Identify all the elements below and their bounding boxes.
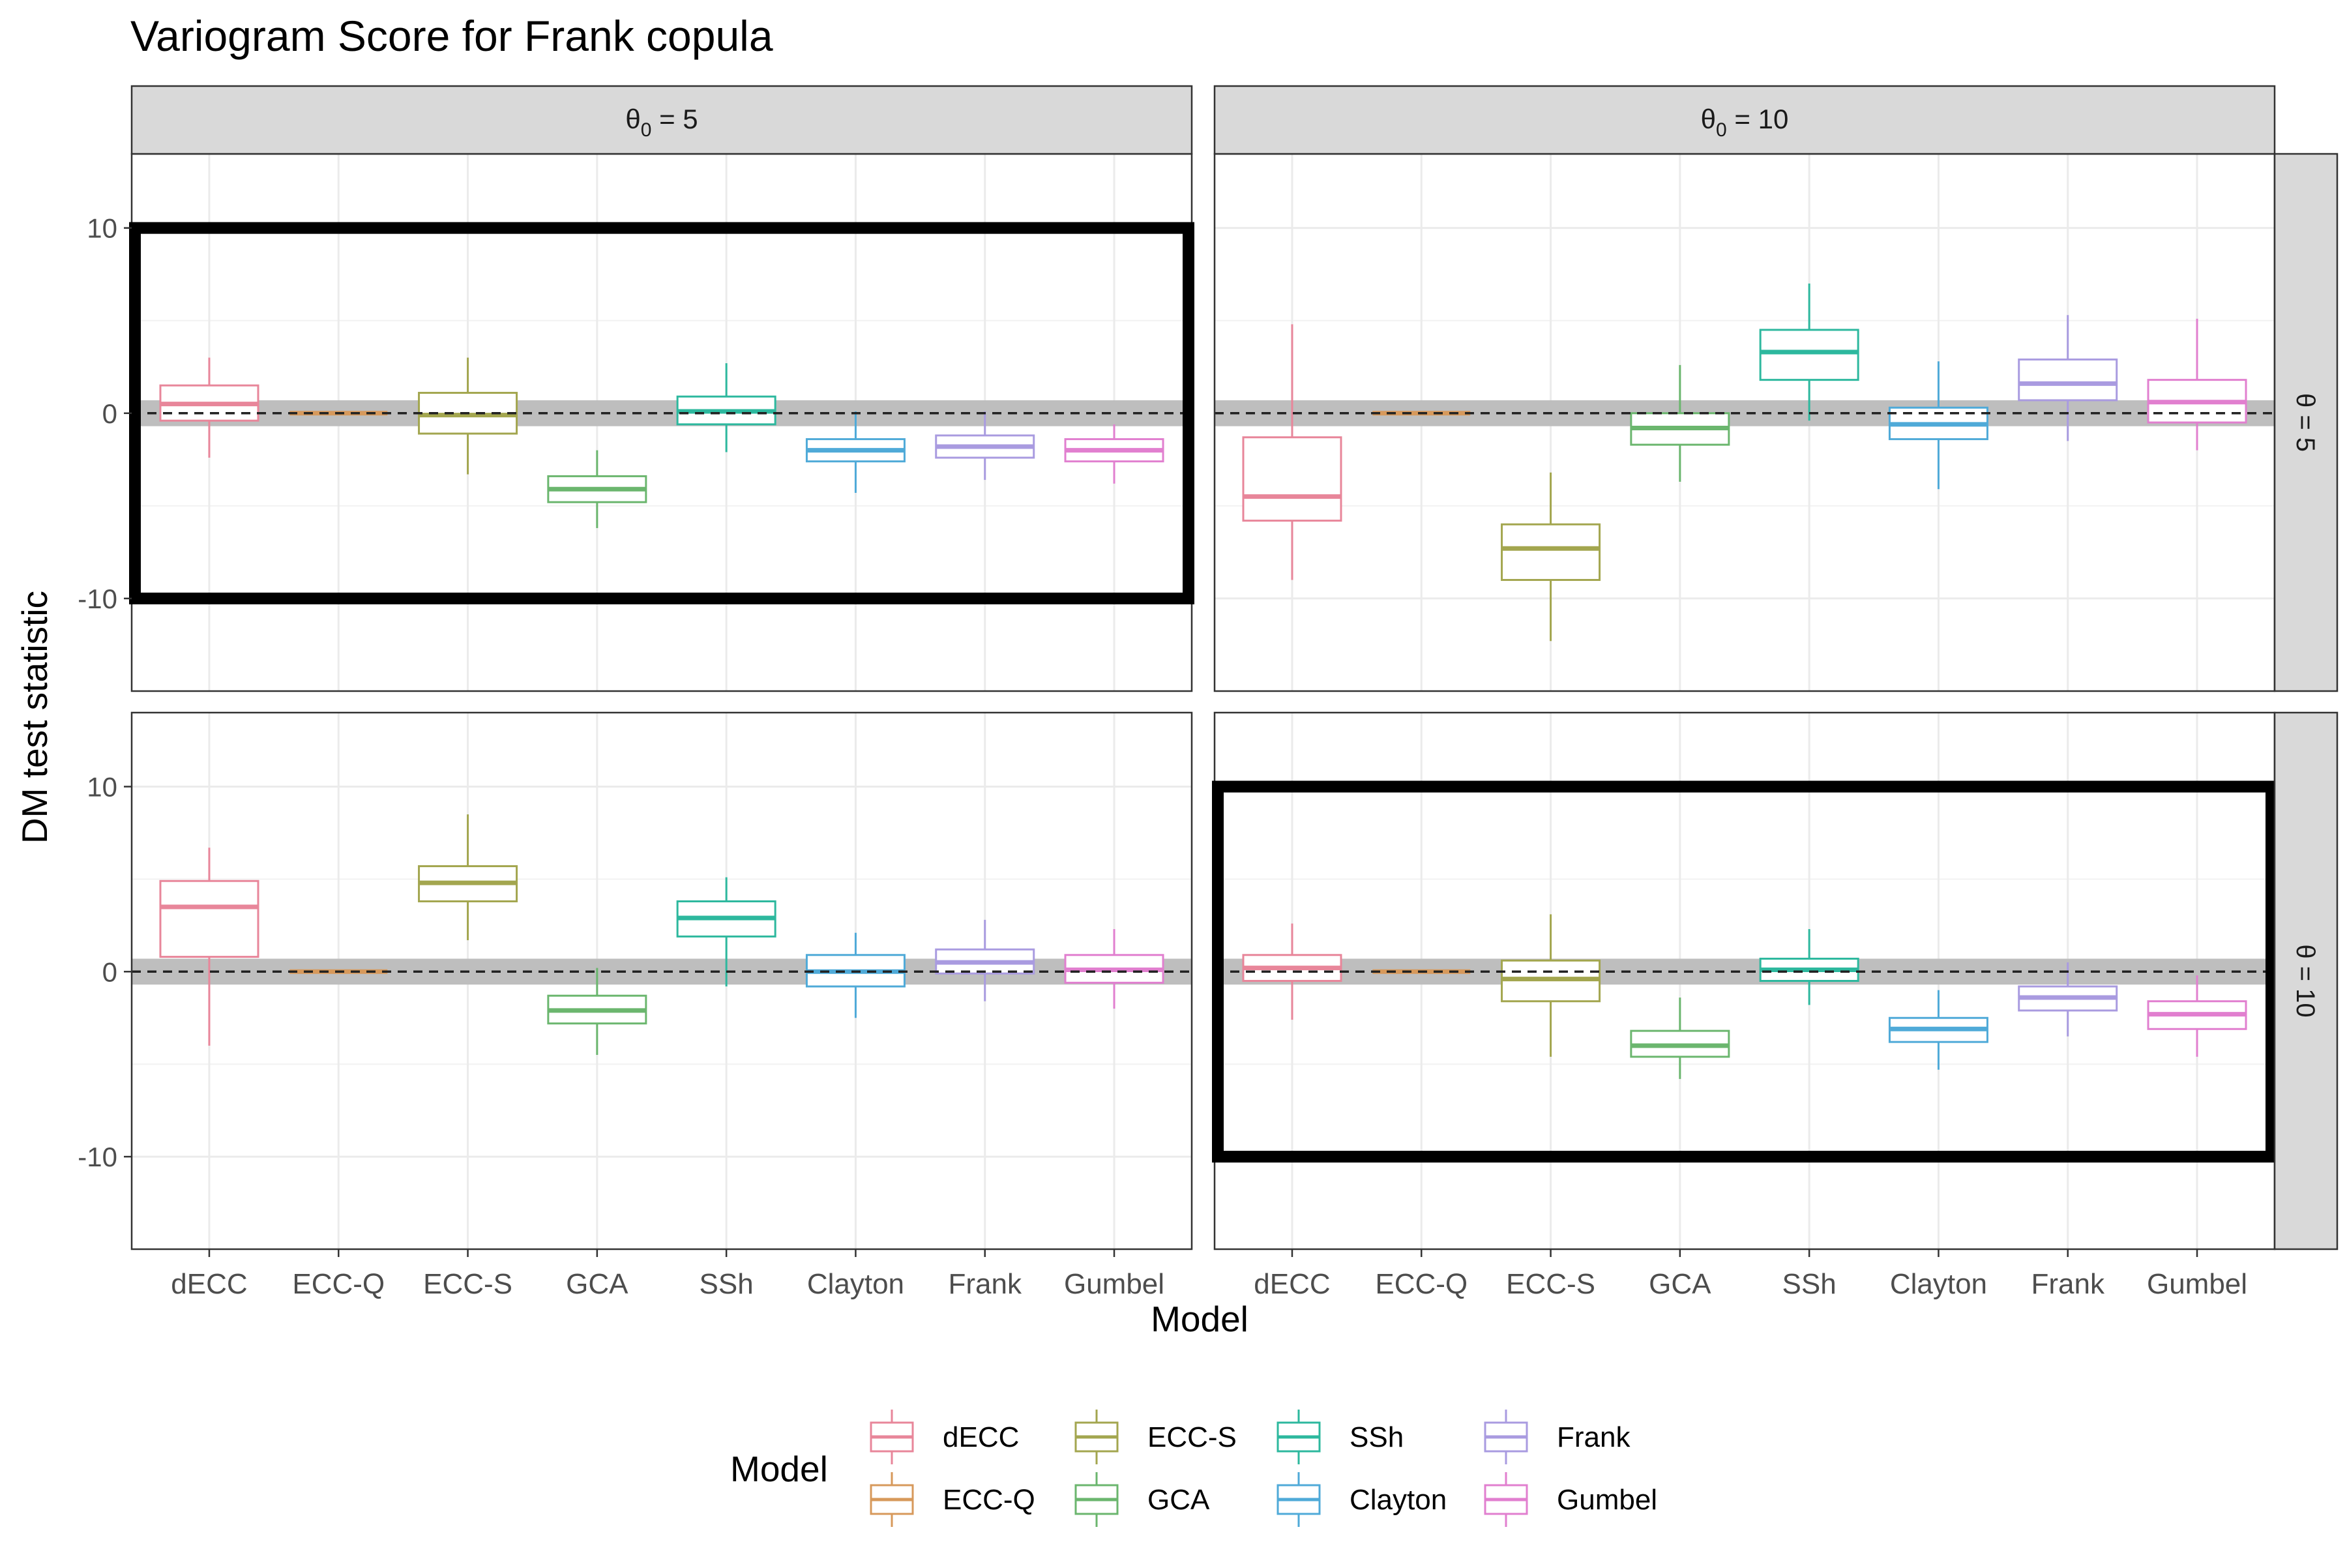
box-ssh [1759,929,1859,1005]
box-decc [1242,324,1342,580]
legend-item-clayton: Clayton [1277,1472,1447,1527]
y-tick-label: 10 [87,772,117,803]
strip-background [2273,153,2339,692]
legend-item-gumbel: Gumbel [1484,1472,1657,1527]
column-strip: θ0 = 10 [1213,85,2276,155]
legend-label: Frank [1557,1421,1631,1453]
x-tick-label: Gumbel [2147,1268,2247,1300]
box-body [1759,329,1859,381]
box-body [159,880,259,958]
box-ecc-s [418,814,518,941]
strip-label: θ = 5 [2291,393,2320,452]
x-tick-label: dECC [171,1268,247,1300]
facet-panels: -10 0 10 -10 0 10 dECC ECC-Q ECC-S GCA SSh Clayton F… [78,153,2277,1300]
y-tick-label: 0 [102,398,117,429]
box-decc [159,848,259,1046]
facet-panel [1213,153,2276,692]
x-tick-label: ECC-Q [1375,1268,1468,1300]
y-tick-label: -10 [78,584,117,614]
x-tick-label: GCA [1649,1268,1711,1300]
box-frank [935,919,1035,1001]
facet-panel: dECC ECC-Q ECC-S GCA SSh Clayton Frank Gumbel [1212,711,2277,1300]
x-tick-label: ECC-Q [292,1268,385,1300]
y-tick-label: 0 [102,956,117,987]
y-tick-label: 10 [87,213,117,244]
box-frank [2018,962,2118,1037]
legend-item-decc: dECC [870,1410,1019,1464]
x-tick-label: SSh [700,1268,754,1300]
strip-background [1213,85,2276,155]
x-axis-title: Model [1151,1299,1248,1339]
panel-border [130,711,1193,1250]
x-tick-label: Clayton [1890,1268,1987,1300]
row-strip: θ = 5 [2273,153,2339,692]
x-tick-label: SSh [1782,1268,1837,1300]
box-ecc-s [1501,914,1601,1057]
box-clayton [1888,361,1988,490]
legend-title: Model [730,1449,828,1489]
y-tick-label: -10 [78,1142,117,1172]
strip-background [2273,711,2339,1250]
box-clayton [805,411,906,493]
x-tick-label: GCA [566,1268,628,1300]
legend-label: SSh [1350,1421,1404,1453]
box-clayton [805,932,906,1018]
legend-label: GCA [1147,1484,1210,1516]
box-ecc-s [418,357,518,475]
box-ssh [676,363,776,452]
chart-title: Variogram Score for Frank copula [130,12,773,60]
legend-item-gca: GCA [1074,1472,1210,1527]
highlight-box [1212,780,2277,1163]
facet-strips: θ0 = 5 θ0 = 10 θ = 5 θ = 10 [130,85,2339,1250]
legend-item-ecc-q: ECC-Q [870,1472,1035,1527]
box-clayton [1888,990,1988,1070]
x-tick-label: ECC-S [423,1268,512,1300]
legend-label: Gumbel [1557,1484,1657,1516]
x-tick-label: Clayton [807,1268,904,1300]
box-body [1242,436,1342,522]
box-gumbel [1064,424,1164,484]
box-ssh [676,877,776,987]
box-ssh [1759,283,1859,421]
strip-label: θ0 = 10 [1701,104,1789,141]
y-axis-title: DM test statistic [14,591,55,844]
box-frank [935,411,1035,481]
legend-item-ecc-s: ECC-S [1074,1410,1237,1464]
highlight-box [129,222,1194,604]
strip-label: θ = 10 [2291,944,2320,1017]
row-strip: θ = 10 [2273,711,2339,1250]
facet-panel: -10 0 10 [78,153,1194,692]
box-body [2018,358,2118,402]
legend-item-frank: Frank [1484,1410,1631,1464]
legend-item-ssh: SSh [1277,1410,1404,1464]
box-ecc-s [1501,472,1601,642]
strip-label: θ0 = 5 [625,104,698,141]
x-tick-label: dECC [1254,1268,1330,1300]
box-gumbel [2147,975,2247,1057]
column-strip: θ0 = 5 [130,85,1193,155]
box-frank [2018,315,2118,441]
facet-panel: -10 0 10 dECC ECC-Q ECC-S GCA SSh Clayton Frank Gu… [78,711,1193,1300]
x-tick-label: Gumbel [1064,1268,1164,1300]
box-gca [1630,998,1730,1079]
x-tick-label: Frank [2031,1268,2104,1300]
legend: Model dECC ECC-Q ECC-S GCA SSh Clayton Frank Gu… [730,1410,1657,1527]
box-gumbel [2147,318,2247,451]
box-gca [547,450,647,528]
box-body [1501,523,1601,582]
legend-label: Clayton [1350,1484,1447,1516]
strip-background [130,85,1193,155]
legend-label: ECC-Q [943,1484,1035,1516]
box-gca [547,968,647,1056]
box-decc [159,357,259,458]
legend-label: dECC [943,1421,1019,1453]
box-gca [1630,364,1730,482]
box-gumbel [1064,929,1164,1009]
x-tick-label: ECC-S [1506,1268,1595,1300]
box-decc [1242,923,1342,1020]
legend-label: ECC-S [1147,1421,1237,1453]
x-tick-label: Frank [948,1268,1022,1300]
